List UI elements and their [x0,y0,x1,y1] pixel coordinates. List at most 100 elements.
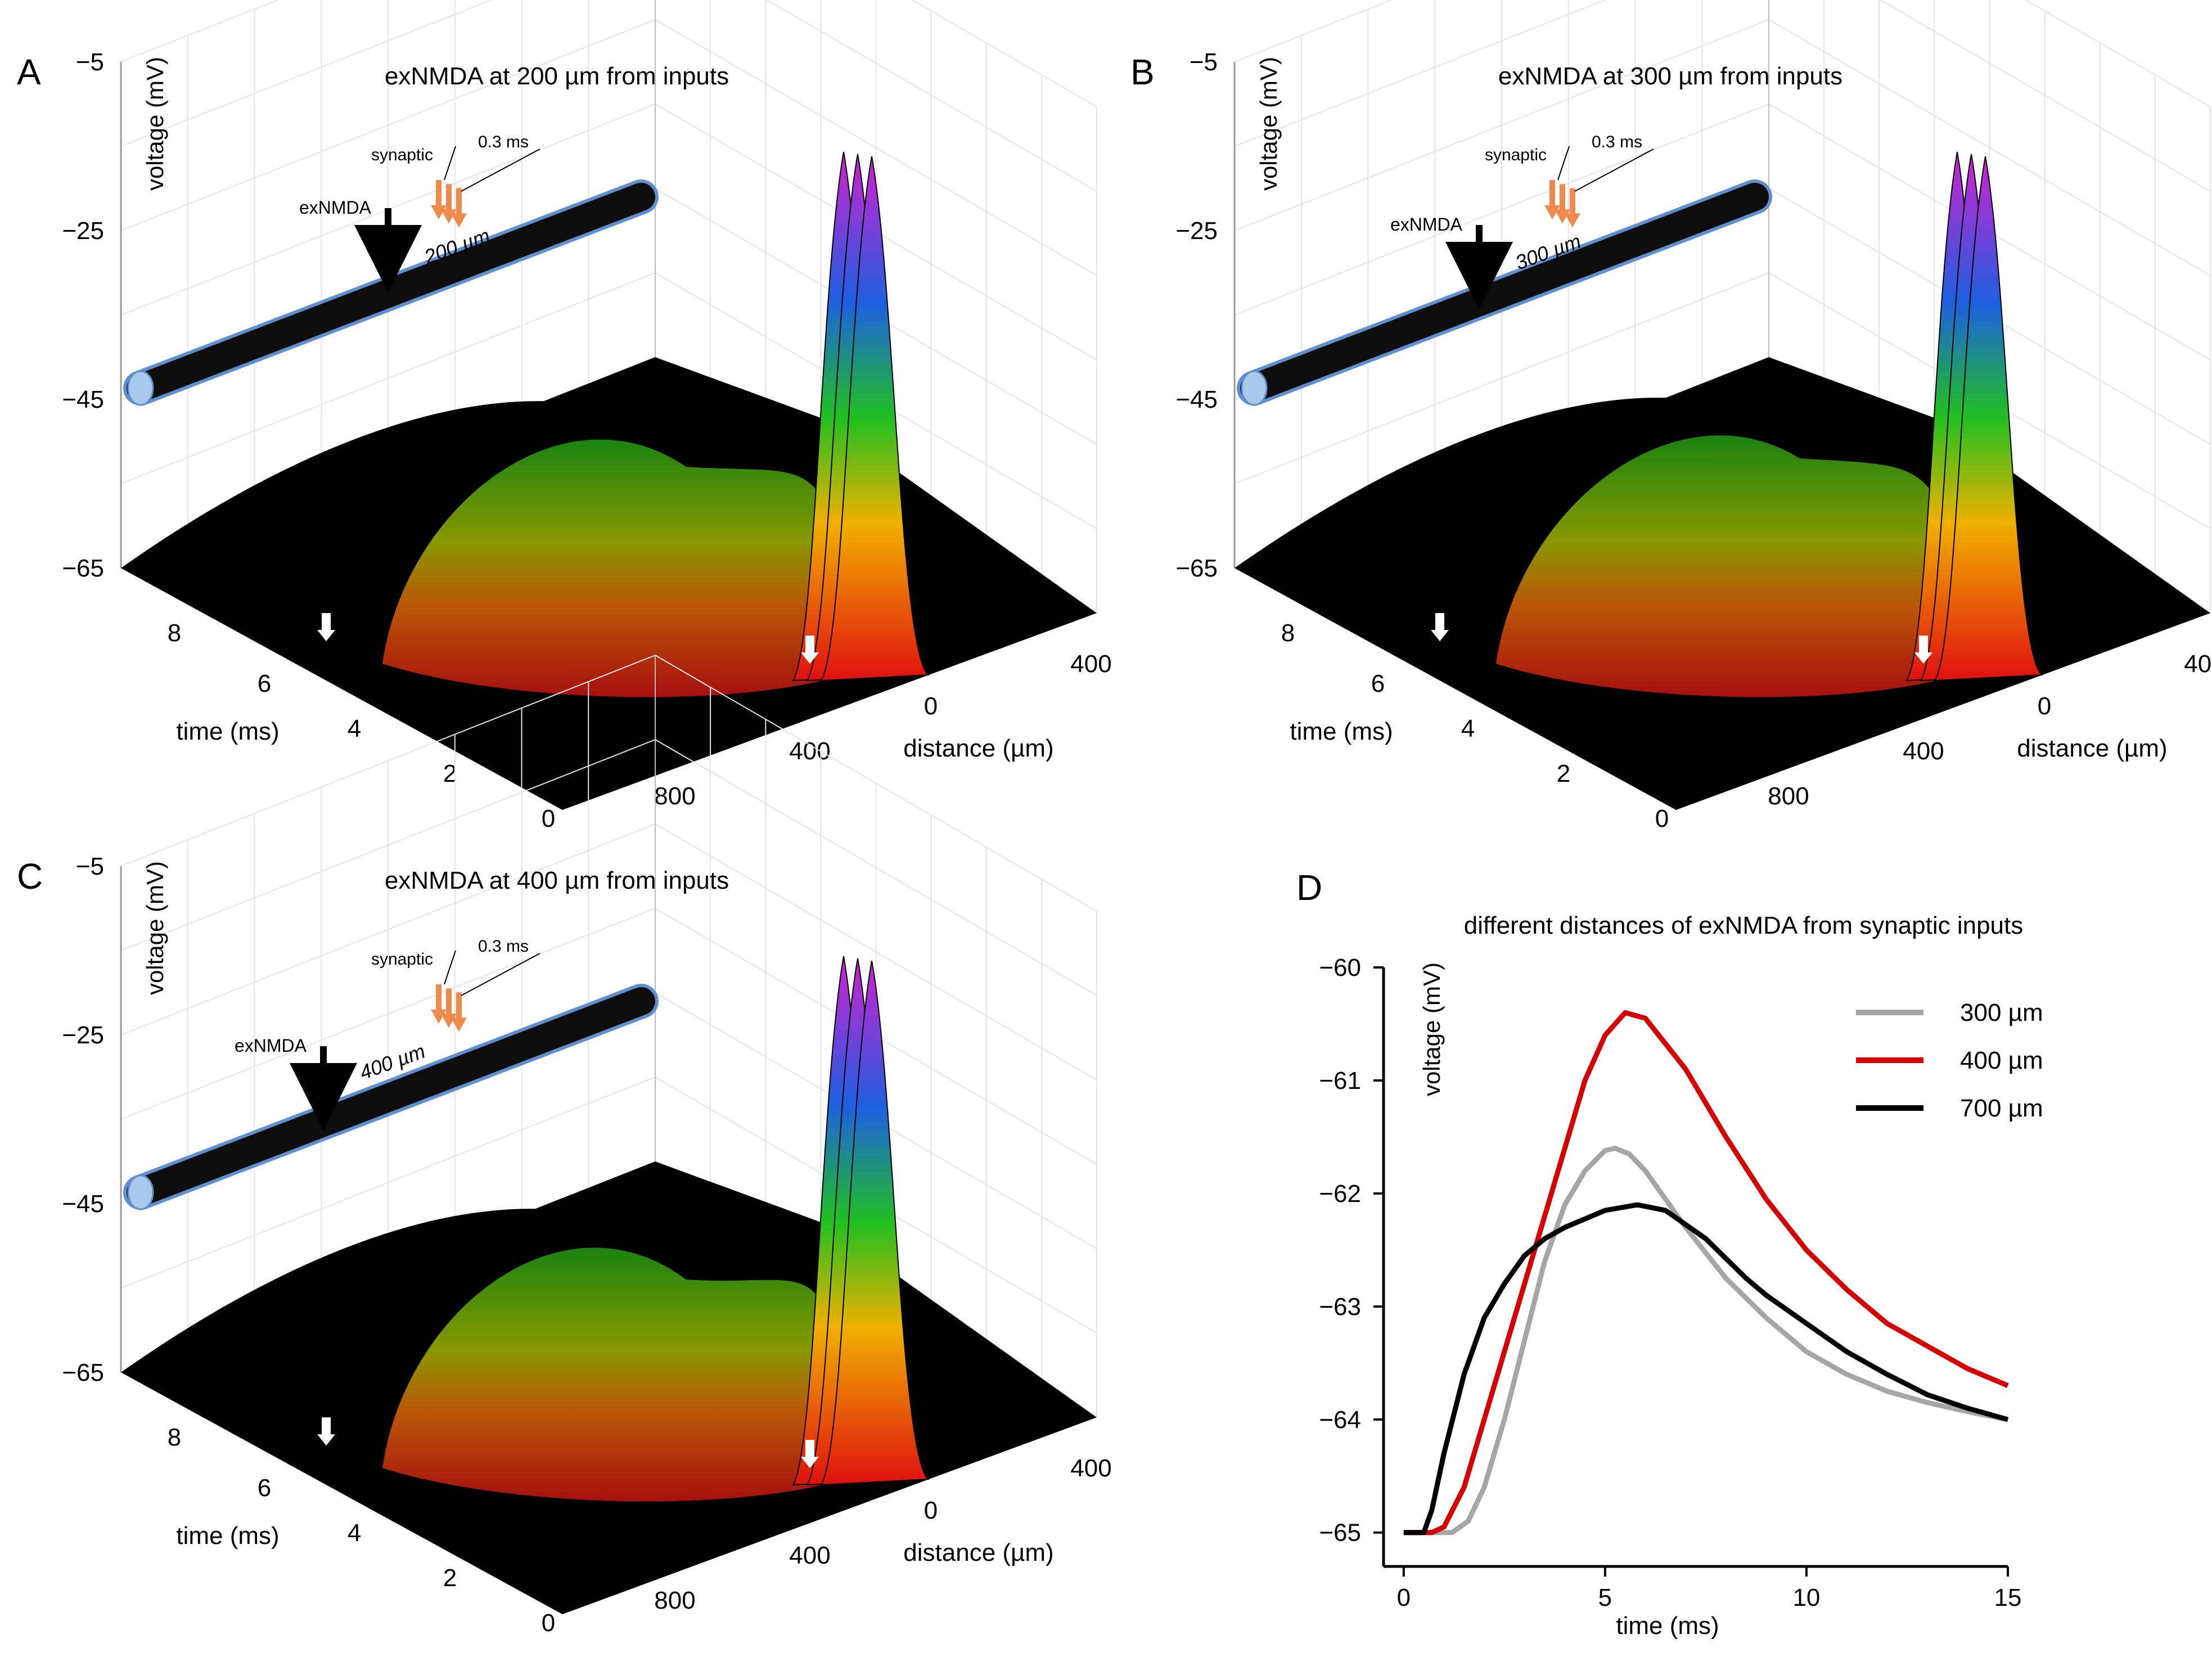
exnmda-label: exNMDA [299,197,372,218]
y-tick-label: −63 [1319,1293,1361,1321]
exnmda-label: exNMDA [235,1035,307,1056]
onset-marker-icon [1914,636,1932,664]
x-tick-label: 15 [1994,1584,2022,1611]
cable-body [1240,183,1769,402]
time-tick-label: 6 [1371,670,1385,697]
z-axis-label: voltage (mV) [142,861,168,995]
surface-spike [820,156,930,682]
pointer-line [1574,148,1654,192]
x-tick-label: 5 [1598,1584,1612,1611]
time-tick-label: 4 [1461,715,1475,742]
series-line-700-µm [1403,1202,2009,1536]
delay-label: 0.3 ms [478,133,529,151]
legend: 300 µm 400 µm 700 µm [1856,999,2043,1122]
panel-letter: A [17,52,41,92]
series-line-300-µm [1403,1146,2008,1536]
z-tick-label: −45 [1175,386,1218,413]
surface [121,151,1097,810]
time-tick-label: 6 [258,1474,271,1502]
y-tick-label: −65 [1319,1519,1361,1547]
time-tick-label: 2 [1557,760,1570,787]
time-tick-label: 4 [348,715,361,742]
time-tick-label: 2 [443,1564,457,1592]
x-axis-label: time (ms) [1616,1612,1719,1640]
grid-line [1234,19,2211,276]
time-tick-label: 8 [1281,619,1295,647]
distance-tick-label: 400 [1070,650,1111,678]
cable-end [127,1174,154,1210]
distance-tick-label: 400 [789,737,830,765]
onset-marker-icon [801,636,819,664]
z-tick-label: −5 [76,48,104,76]
time-tick-label: 8 [168,1424,181,1451]
legend-label: 400 µm [1960,1047,2043,1074]
y-tick-label: −62 [1319,1180,1361,1208]
panel-d: D different distances of exNMDA from syn… [1296,867,2043,1640]
synaptic-arrow-icon [451,188,467,228]
dendrite-cable-icon [1237,179,1772,406]
panel-letter: B [1130,52,1155,92]
z-tick-label: −65 [62,555,104,582]
pointer-line [444,950,456,985]
onset-marker-icon [1431,613,1449,641]
cable-body [127,183,655,402]
pointer-line [1557,146,1570,181]
synaptic-label: synaptic [1485,146,1547,164]
cable-end [1241,370,1268,406]
time-tick-label: 6 [258,670,271,697]
distance-tick-label: 0 [924,692,938,720]
distance-tick-label: 400 [789,1542,830,1569]
exnmda-label: exNMDA [1390,214,1463,235]
distance-tick-label: 400 [1903,737,1944,765]
panel-letter: C [17,856,43,897]
time-tick-label: 4 [348,1519,361,1547]
dendrite-cable-icon [123,984,659,1210]
cable-body [127,987,655,1206]
distance-axis-label: distance (µm) [2017,735,2167,762]
grid-line [1234,0,2211,107]
distance-tick-label: 800 [654,1587,695,1614]
chart-title: different distances of exNMDA from synap… [1464,912,2024,939]
distance-tick-label: 800 [654,782,695,810]
surface-hill [382,439,844,697]
surface [1235,151,2210,810]
time-axis-label: time (ms) [176,1522,279,1550]
delay-label: 0.3 ms [1592,133,1642,151]
grid-line [120,0,1097,192]
z-tick-label: −65 [1175,555,1218,582]
pointer-line [444,146,456,181]
distance-axis-label: distance (µm) [903,735,1053,762]
surface-hill [1496,435,1957,697]
legend-label: 300 µm [1960,999,2043,1026]
cable-end [127,370,154,406]
x-tick-label: 10 [1792,1584,1820,1611]
surface [121,956,1097,1614]
time-axis-label: time (ms) [1290,718,1393,745]
onset-marker-icon [317,613,335,641]
time-tick-label: 8 [168,619,181,647]
z-tick-label: −25 [62,1021,104,1049]
y-axis-label: voltage (mV) [1418,962,1445,1096]
surface-hill [382,1248,844,1502]
panel-title: exNMDA at 200 µm from inputs [385,62,729,90]
grid-line [120,0,1097,107]
series-line-400-µm [1403,1010,2009,1536]
surface-spike [1934,156,2043,682]
series-lines [1403,1010,2009,1536]
grid-line [120,19,1097,276]
z-tick-label: −65 [62,1359,104,1386]
z-tick-label: −5 [1190,48,1218,76]
distance-tick-label: 0 [2038,692,2051,720]
distance-tick-label: 800 [1768,782,1809,810]
time-tick-label: 0 [1655,805,1669,832]
distance-axis-label: distance (µm) [903,1539,1053,1566]
y-tick-label: −61 [1319,1067,1361,1095]
z-tick-label: −25 [1175,217,1218,245]
synaptic-arrow-icon [451,992,467,1032]
y-tick-label: −60 [1319,954,1361,981]
z-axis-label: voltage (mV) [142,57,168,191]
z-tick-label: −25 [62,217,104,245]
time-axis-label: time (ms) [176,718,279,745]
